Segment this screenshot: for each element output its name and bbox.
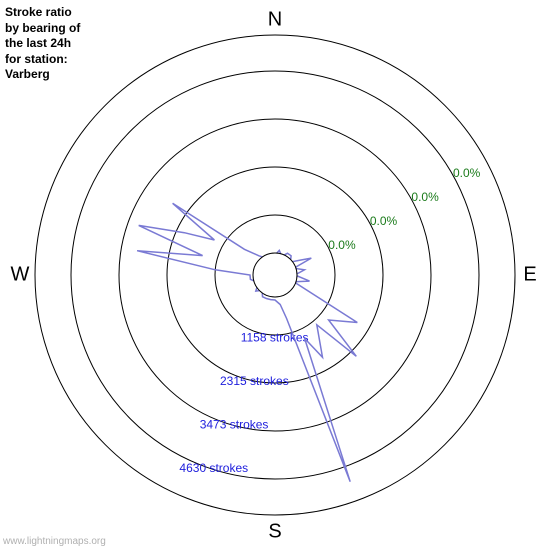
attribution-text: www.lightningmaps.org	[3, 536, 106, 547]
ring-percent-label: 0.0%	[328, 238, 356, 252]
ring-strokes-label: 2315 strokes	[220, 374, 289, 388]
polar-chart: 0.0% 1158 strokes 0.0% 2315 strokes 0.0% 3473…	[0, 0, 550, 550]
ring-percent-label: 0.0%	[370, 214, 398, 228]
ring-strokes-label: 4630 strokes	[179, 461, 248, 475]
compass-n: N	[268, 8, 282, 30]
center-circle	[253, 253, 297, 297]
compass-s: S	[268, 520, 281, 542]
ring-percent-label: 0.0%	[453, 166, 481, 180]
chart-svg: 0.0% 1158 strokes 0.0% 2315 strokes 0.0% 3473…	[0, 0, 550, 550]
compass-w: W	[11, 263, 30, 285]
ring-strokes-label: 1158 strokes	[241, 330, 309, 344]
compass-e: E	[523, 263, 536, 285]
ring-strokes-label: 3473 strokes	[200, 417, 269, 431]
ring-percent-label: 0.0%	[411, 190, 439, 204]
